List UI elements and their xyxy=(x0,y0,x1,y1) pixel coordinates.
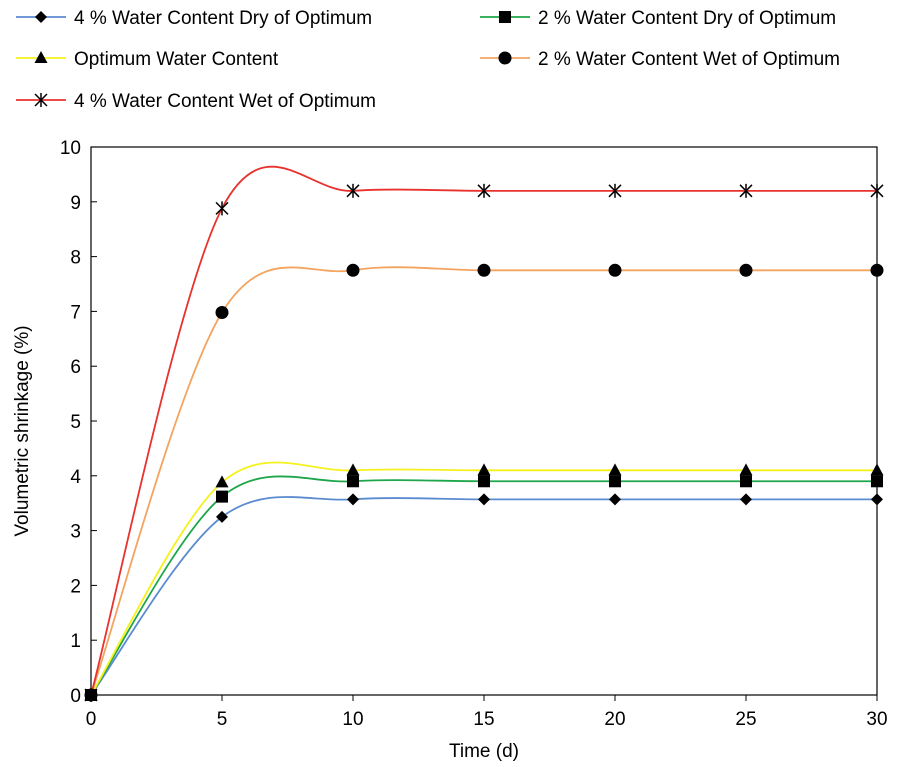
x-axis: 0 5 10 15 20 25 30 xyxy=(86,695,888,730)
legend-label: 2 % Water Content Wet of Optimum xyxy=(538,49,840,70)
data-point-series-2 xyxy=(216,490,228,503)
y-tick-label: 10 xyxy=(60,138,81,159)
series-line-5 xyxy=(90,165,877,696)
data-point-series-3 xyxy=(739,463,753,476)
data-point-series-1 xyxy=(871,493,883,506)
data-point-series-4 xyxy=(739,263,753,277)
legend-entry-2: 2 % Water Content Dry of Optimum xyxy=(480,8,836,29)
x-tick-label: 20 xyxy=(604,709,625,730)
data-point-series-4 xyxy=(346,263,360,277)
x-tick-label: 15 xyxy=(473,709,494,730)
data-point-series-2 xyxy=(347,475,359,488)
y-tick-label: 4 xyxy=(70,467,81,488)
y-tick-label: 0 xyxy=(70,686,81,707)
y-tick-label: 6 xyxy=(70,357,81,378)
x-tick-label: 25 xyxy=(735,709,756,730)
x-tick-label: 5 xyxy=(217,709,228,730)
legend-entry-1: 4 % Water Content Dry of Optimum xyxy=(16,8,372,29)
series-line-2 xyxy=(90,475,877,696)
series-lines xyxy=(90,165,877,696)
data-point-series-5 xyxy=(215,201,229,216)
series-line-4 xyxy=(90,266,877,696)
legend-marker xyxy=(498,51,512,65)
data-point-series-1 xyxy=(740,493,752,506)
legend-entry-5: 4 % Water Content Wet of Optimum xyxy=(16,91,376,112)
data-point-series-3 xyxy=(215,475,229,488)
legend: 4 % Water Content Dry of Optimum 2 % Wate… xyxy=(16,8,840,112)
data-point-series-3 xyxy=(608,463,622,476)
legend-marker xyxy=(499,11,511,23)
data-point-series-1 xyxy=(478,493,490,506)
y-tick-label: 1 xyxy=(70,631,81,652)
data-point-series-2 xyxy=(478,475,490,488)
y-tick-label: 9 xyxy=(70,193,81,214)
data-point-series-5 xyxy=(477,183,491,198)
data-point-series-3 xyxy=(870,463,884,476)
legend-marker xyxy=(34,51,48,63)
data-point-series-4 xyxy=(215,305,229,319)
series-markers xyxy=(84,183,884,702)
legend-label: 4 % Water Content Wet of Optimum xyxy=(74,91,376,112)
data-point-series-2 xyxy=(740,475,752,488)
series-line-1 xyxy=(90,496,877,696)
y-tick-label: 3 xyxy=(70,522,81,543)
data-point-series-1 xyxy=(347,493,359,506)
data-point-series-1 xyxy=(609,493,621,506)
y-axis: 0 1 2 3 4 5 6 7 8 9 10 xyxy=(60,138,97,707)
data-point-series-5 xyxy=(870,183,884,198)
data-point-series-5 xyxy=(346,183,360,198)
y-axis-title: Volumetric shrinkage (%) xyxy=(12,325,33,536)
plot-area xyxy=(90,146,878,696)
x-tick-label: 10 xyxy=(342,709,363,730)
legend-label: Optimum Water Content xyxy=(74,49,279,70)
legend-label: 4 % Water Content Dry of Optimum xyxy=(74,8,372,29)
y-tick-label: 2 xyxy=(70,576,81,597)
legend-entry-4: 2 % Water Content Wet of Optimum xyxy=(480,49,840,70)
x-tick-label: 0 xyxy=(86,709,97,730)
x-tick-label: 30 xyxy=(866,709,887,730)
y-tick-label: 7 xyxy=(70,302,81,323)
x-axis-title: Time (d) xyxy=(449,741,519,762)
y-tick-label: 5 xyxy=(70,412,81,433)
data-point-series-5 xyxy=(84,688,98,702)
data-point-series-3 xyxy=(477,463,491,476)
data-point-series-4 xyxy=(608,263,622,277)
data-point-series-2 xyxy=(871,475,883,488)
data-point-series-4 xyxy=(477,263,491,277)
plot-border xyxy=(90,146,878,696)
data-point-series-5 xyxy=(739,183,753,198)
y-tick-label: 8 xyxy=(70,248,81,269)
legend-marker xyxy=(34,93,48,107)
legend-marker xyxy=(35,11,47,23)
legend-label: 2 % Water Content Dry of Optimum xyxy=(538,8,836,29)
data-point-series-2 xyxy=(609,475,621,488)
data-point-series-1 xyxy=(216,510,228,523)
data-point-series-5 xyxy=(608,183,622,198)
data-point-series-3 xyxy=(346,463,360,476)
data-point-series-4 xyxy=(870,263,884,277)
legend-entry-3: Optimum Water Content xyxy=(16,49,279,70)
